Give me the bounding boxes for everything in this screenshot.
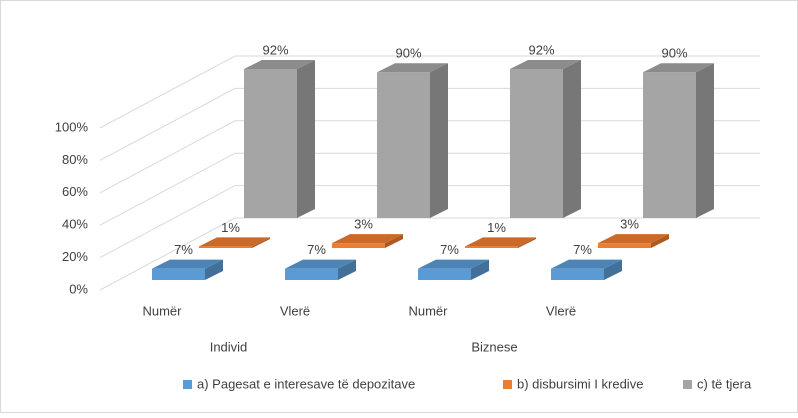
bar-side: [205, 259, 223, 280]
legend-label: c) të tjera: [697, 376, 752, 391]
y-tick-label: 40%: [62, 217, 88, 232]
bar-top: [598, 234, 669, 244]
bar-top: [152, 259, 223, 269]
bar-top: [465, 237, 536, 247]
x-tick-label: Numër: [408, 303, 448, 318]
value-label: 1%: [221, 220, 240, 235]
y-tick-label: 60%: [62, 184, 88, 199]
value-label: 7%: [440, 242, 459, 257]
y-tick-label: 0%: [69, 281, 88, 296]
bar-side: [430, 63, 448, 219]
bar-side: [471, 259, 489, 280]
bar-side: [297, 59, 315, 219]
y-tick-label: 80%: [62, 152, 88, 167]
bar-front: [465, 246, 518, 248]
bar-side: [604, 259, 622, 280]
bar-top: [643, 63, 714, 73]
bar: [643, 63, 714, 219]
bar-front: [152, 268, 205, 280]
bar-front: [510, 68, 563, 219]
value-label: 7%: [307, 242, 326, 257]
grid-line: [99, 87, 760, 161]
bar: [285, 259, 356, 280]
bar-side: [518, 237, 536, 248]
bar-top: [285, 259, 356, 269]
value-label: 3%: [620, 217, 639, 232]
bar: [199, 237, 270, 248]
bar-front: [643, 72, 696, 218]
bar: [377, 63, 448, 219]
legend-swatch: [183, 380, 192, 389]
bar-front: [285, 268, 338, 280]
bar: [152, 259, 223, 280]
bar-front: [598, 243, 651, 248]
x-tick-label: Vlerë: [280, 303, 310, 318]
bar-top: [244, 59, 315, 69]
grid-line: [99, 152, 760, 226]
x-tick-label: Vlerë: [546, 303, 576, 318]
bar-side: [696, 63, 714, 219]
bar-top: [510, 59, 581, 69]
bar-front: [551, 268, 604, 280]
bar: [465, 237, 536, 248]
value-label: 7%: [573, 242, 592, 257]
y-tick-label: 20%: [62, 249, 88, 264]
bar-top: [551, 259, 622, 269]
value-label: 92%: [262, 42, 288, 57]
grid-line: [99, 185, 760, 259]
bar: [418, 259, 489, 280]
bar-side: [385, 234, 403, 248]
value-label: 90%: [661, 46, 687, 61]
x-tick-label: Numër: [142, 303, 182, 318]
legend-swatch: [683, 380, 692, 389]
bar: [510, 59, 581, 219]
bar-top: [377, 63, 448, 73]
bar: [332, 234, 403, 248]
bar-top: [199, 237, 270, 247]
bar-front: [199, 246, 252, 248]
bar-top: [418, 259, 489, 269]
y-tick-label: 100%: [55, 119, 89, 134]
group-label: Individ: [210, 339, 248, 354]
bar-front: [244, 68, 297, 219]
legend-label: b) disbursimi I kredive: [517, 376, 643, 391]
bar-front: [418, 268, 471, 280]
grid-line: [99, 55, 760, 129]
value-label: 3%: [354, 217, 373, 232]
bar-side: [563, 59, 581, 219]
bar: [598, 234, 669, 248]
grid-line: [99, 217, 760, 291]
bar-side: [338, 259, 356, 280]
group-label: Biznese: [471, 339, 517, 354]
legend-label: a) Pagesat e interesave të depozitave: [197, 376, 415, 391]
bar: [551, 259, 622, 280]
value-label: 7%: [174, 242, 193, 257]
bar: [244, 59, 315, 219]
value-label: 92%: [528, 42, 554, 57]
value-label: 1%: [487, 220, 506, 235]
bar-front: [332, 243, 385, 248]
grid-line: [99, 120, 760, 194]
legend-swatch: [503, 380, 512, 389]
bar-front: [377, 72, 430, 218]
bar-side: [651, 234, 669, 248]
bar-top: [332, 234, 403, 244]
value-label: 90%: [395, 46, 421, 61]
bar-side: [252, 237, 270, 248]
